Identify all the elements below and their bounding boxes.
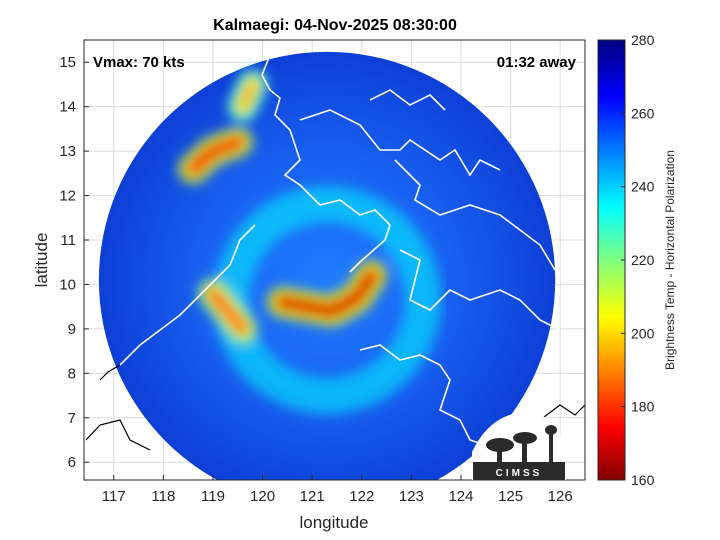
colorbar-tick-label: 280 bbox=[631, 32, 655, 48]
y-tick-label: 12 bbox=[59, 188, 76, 205]
x-tick-label: 118 bbox=[151, 488, 175, 505]
x-axis-ticks: 117 118 119 120 121 122 123 124 125 126 bbox=[102, 475, 573, 505]
vmax-annotation: Vmax: 70 kts bbox=[93, 54, 185, 71]
y-axis-label: latitude bbox=[32, 233, 51, 288]
y-tick-label: 9 bbox=[68, 321, 76, 338]
y-tick-label: 7 bbox=[68, 410, 76, 427]
x-tick-label: 119 bbox=[201, 488, 225, 505]
x-tick-label: 121 bbox=[300, 488, 325, 505]
x-axis-label: longitude bbox=[299, 513, 368, 532]
eyewall-arc bbox=[278, 271, 376, 316]
time-away-annotation: 01:32 away bbox=[497, 54, 577, 71]
axes-box bbox=[83, 39, 586, 481]
chart-title: Kalmaegi: 04-Nov-2025 08:30:00 bbox=[213, 17, 457, 34]
y-axis-ticks: 6 7 8 9 10 11 12 13 14 15 bbox=[59, 54, 89, 471]
colorbar-ticks: 160 180 200 220 240 260 280 bbox=[621, 32, 655, 488]
x-tick-label: 124 bbox=[448, 488, 473, 505]
coastline-outside bbox=[85, 364, 585, 451]
x-tick-label: 125 bbox=[498, 488, 523, 505]
logo-text: CIMSS bbox=[496, 468, 543, 479]
x-tick-label: 120 bbox=[250, 488, 275, 505]
y-tick-label: 8 bbox=[68, 365, 76, 382]
y-tick-label: 15 bbox=[59, 54, 76, 71]
colorbar-tick-label: 200 bbox=[631, 325, 655, 341]
coastline bbox=[119, 44, 561, 451]
y-tick-label: 10 bbox=[59, 276, 76, 293]
x-tick-label: 117 bbox=[102, 488, 126, 505]
colorbar-tick-label: 260 bbox=[631, 105, 655, 121]
colorbar-tick-label: 220 bbox=[631, 252, 655, 268]
y-tick-label: 6 bbox=[68, 454, 76, 471]
colorbar bbox=[597, 39, 626, 481]
y-tick-label: 11 bbox=[60, 232, 76, 249]
y-tick-label: 13 bbox=[59, 143, 76, 160]
x-tick-label: 126 bbox=[548, 488, 573, 505]
cimss-logo: CIMSS bbox=[472, 412, 566, 480]
west-band bbox=[208, 289, 247, 333]
x-tick-label: 122 bbox=[349, 488, 374, 505]
swath-layer bbox=[85, 44, 585, 480]
colorbar-label: Brightness Temp - Horizontal Polarizatio… bbox=[663, 150, 677, 370]
outer-band-n bbox=[238, 80, 257, 111]
x-tick-label: 123 bbox=[399, 488, 424, 505]
outer-band-nw bbox=[189, 138, 242, 173]
colorbar-tick-label: 160 bbox=[631, 472, 655, 488]
y-tick-label: 14 bbox=[59, 99, 76, 116]
colorbar-tick-label: 240 bbox=[631, 179, 655, 195]
colorbar-tick-label: 180 bbox=[631, 399, 655, 415]
